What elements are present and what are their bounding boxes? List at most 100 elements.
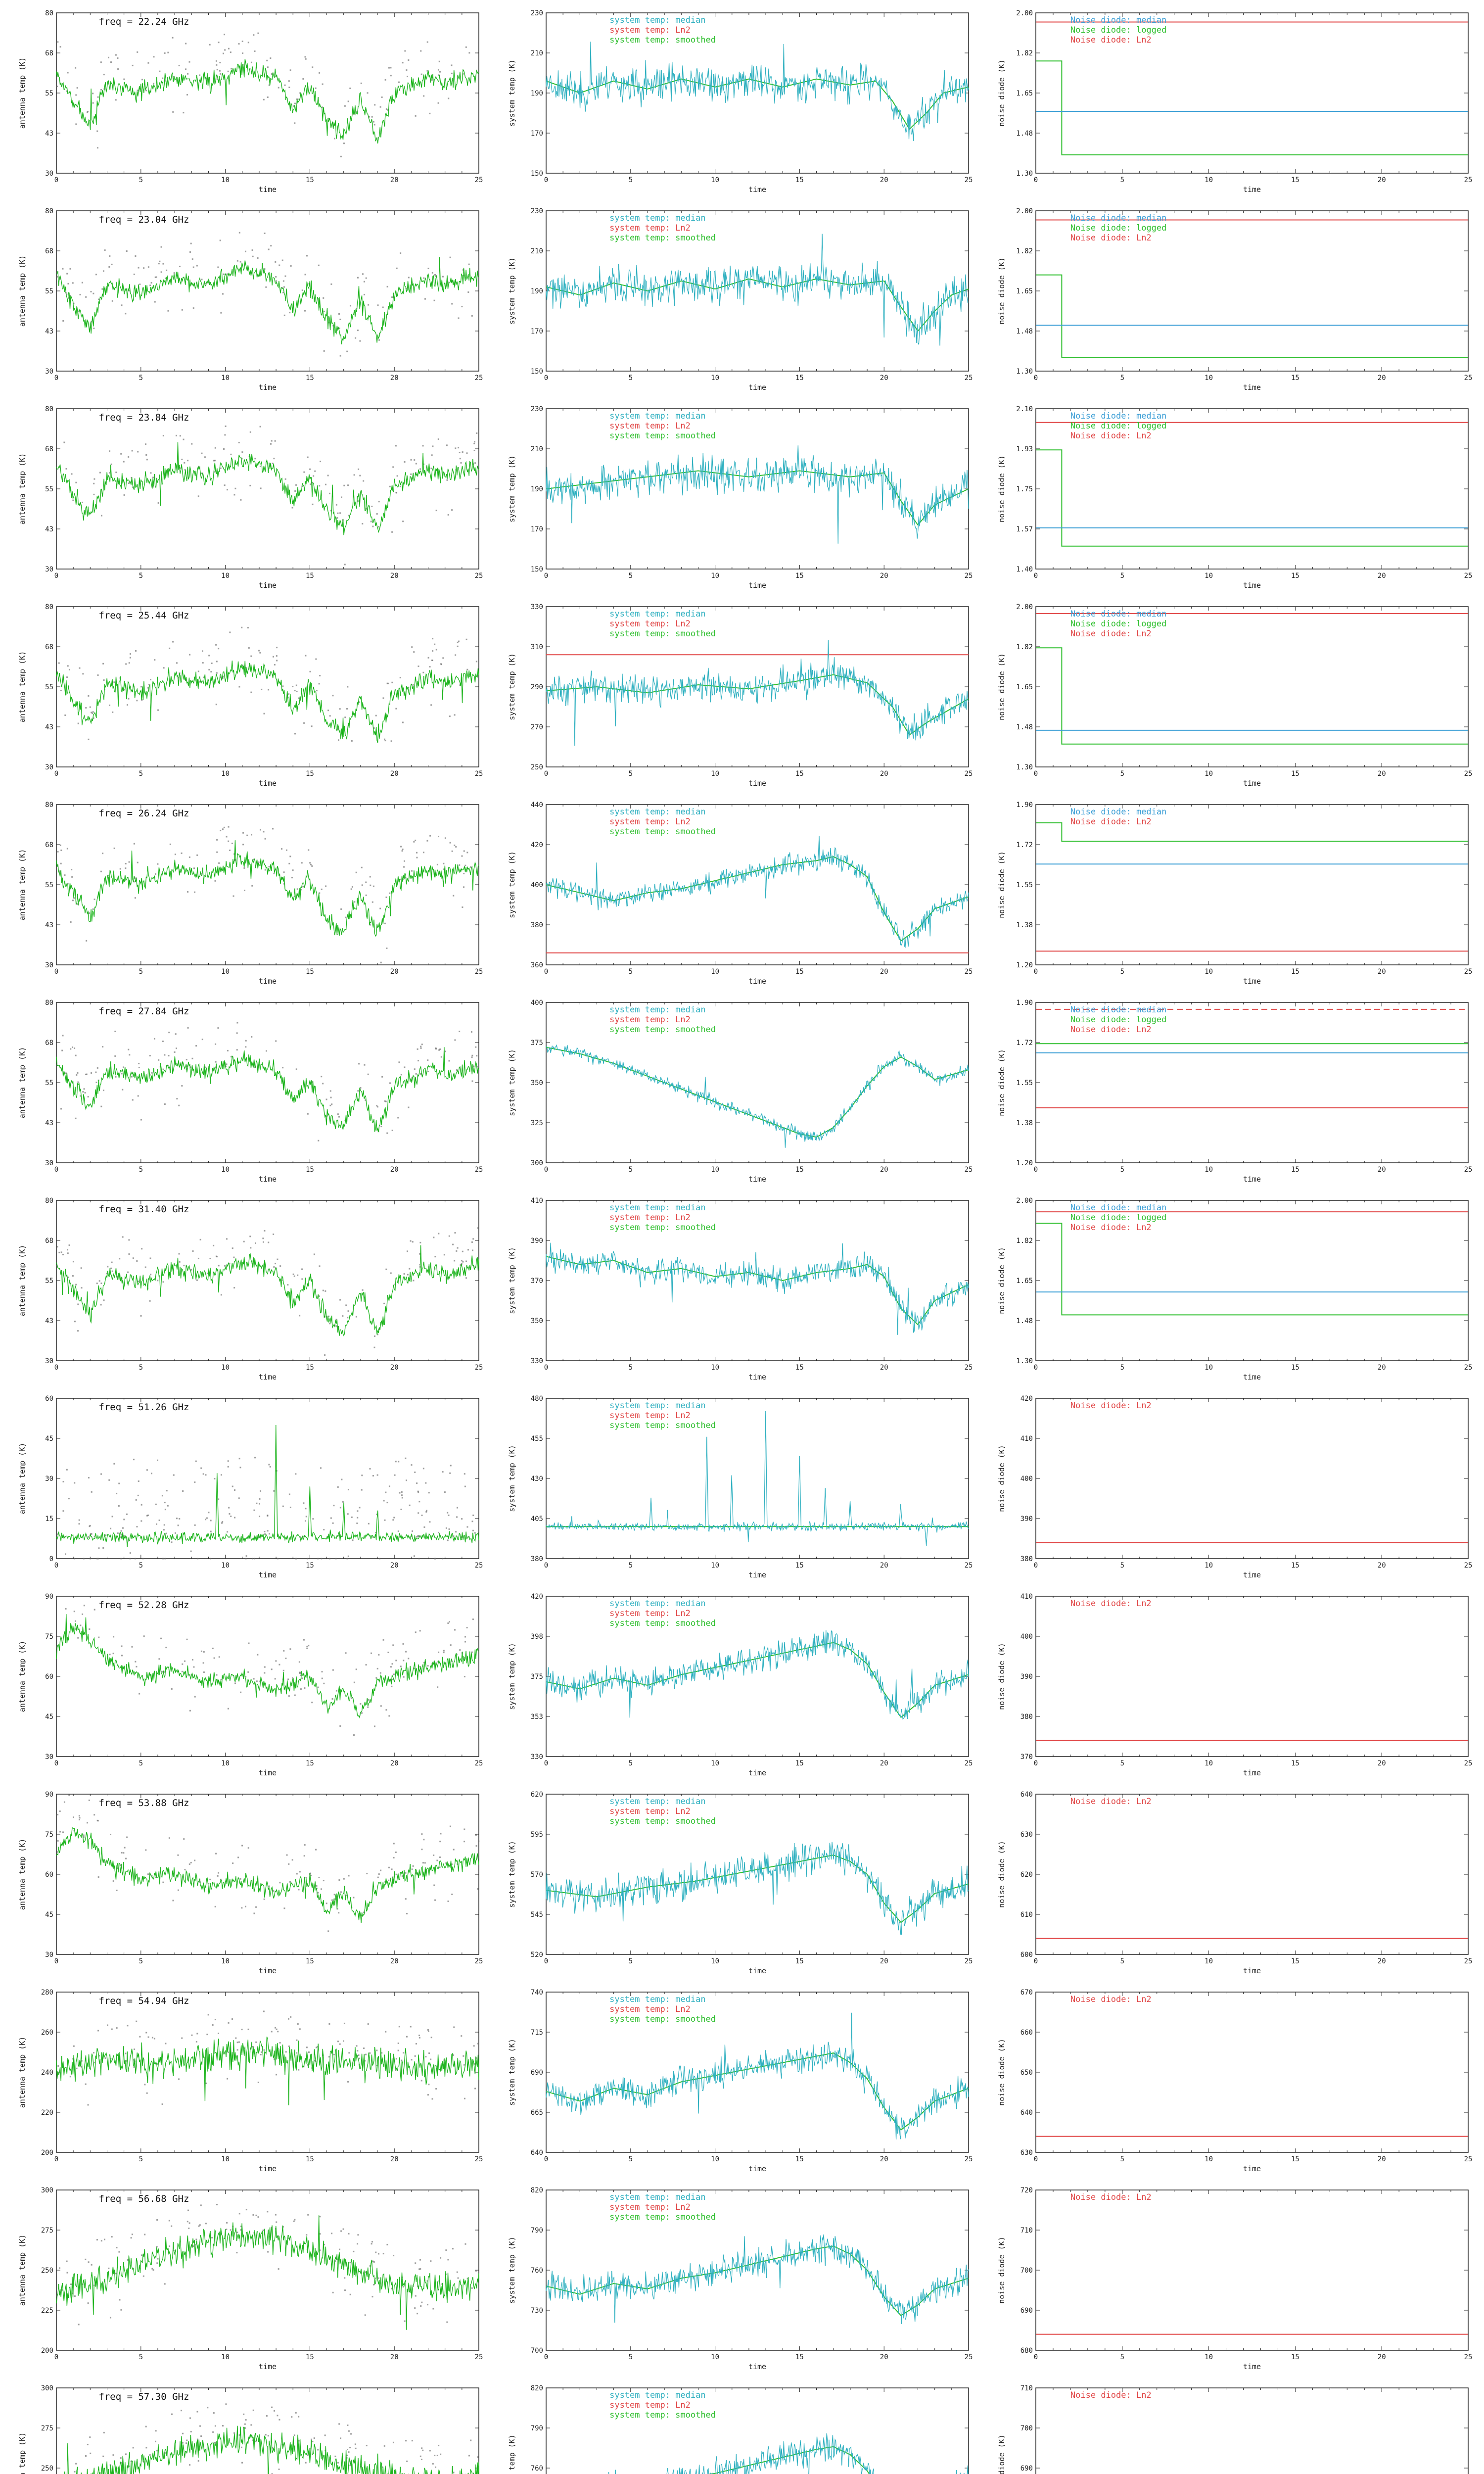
scatter-dot <box>339 355 341 357</box>
plot-frame <box>56 1200 479 1361</box>
scatter-dot <box>300 1688 302 1690</box>
scatter-dot <box>312 66 314 68</box>
scatter-dot <box>124 689 126 691</box>
scatter-dot <box>245 2209 247 2211</box>
scatter-dot <box>92 713 93 714</box>
scatter-dot <box>468 52 470 54</box>
scatter-dot <box>139 284 141 285</box>
x-tick-label: 20 <box>1378 1166 1386 1174</box>
scatter-dot <box>422 852 424 854</box>
scatter-dot <box>120 1530 122 1532</box>
x-tick-label: 20 <box>880 1562 888 1570</box>
scatter-dot <box>144 2234 146 2236</box>
scatter-dot <box>418 2037 420 2039</box>
scatter-dot <box>390 1666 392 1668</box>
plot-row-12: 0 5 10 15 20 25 200 225 250 275 300 antenna temp (K… <box>0 2177 1484 2375</box>
y-tick-label: 710 <box>1020 2227 1033 2235</box>
scatter-dot <box>134 1558 136 1560</box>
scatter-dot <box>205 2082 207 2084</box>
scatter-dot <box>367 2023 369 2025</box>
scatter-dot <box>59 278 61 280</box>
scatter-dot <box>362 273 364 275</box>
scatter-dot <box>373 2284 375 2285</box>
x-tick-label: 15 <box>795 770 804 778</box>
y-tick-label: 480 <box>531 1395 543 1403</box>
y-tick-label: 55 <box>45 287 53 295</box>
scatter-dot <box>189 654 191 656</box>
scatter-dot <box>430 2058 432 2060</box>
scatter-dot <box>407 286 409 288</box>
scatter-dot <box>337 512 339 514</box>
scatter-dot <box>80 1267 82 1269</box>
scatter-dot <box>438 1651 440 1653</box>
scatter-dot <box>349 2262 351 2264</box>
freq-label: freq = 53.88 GHz <box>98 1798 189 1808</box>
scatter-dot <box>93 2062 95 2064</box>
y-tick-label: 1.20 <box>1016 961 1033 969</box>
scatter-dot <box>254 458 256 460</box>
scatter-dot <box>415 463 417 465</box>
scatter-dot <box>397 1530 399 1532</box>
y-tick-label: 150 <box>531 368 543 376</box>
scatter-dot <box>349 87 351 89</box>
scatter-dot <box>379 106 381 108</box>
scatter-dot <box>385 1268 387 1270</box>
y-tick-label: 210 <box>531 49 543 57</box>
scatter-dot <box>181 459 183 461</box>
series-system-temp-median <box>546 836 969 949</box>
scatter-dot <box>317 1686 319 1688</box>
y-tick-label: 170 <box>531 130 543 138</box>
y-tick-label: 1.48 <box>1016 328 1033 335</box>
x-axis-label: time <box>1243 2164 1261 2173</box>
scatter-dot <box>238 441 240 443</box>
scatter-dot <box>395 1852 397 1854</box>
scatter-dot <box>60 1108 62 1110</box>
scatter-dot <box>67 283 69 285</box>
x-tick-label: 10 <box>221 2353 230 2361</box>
scatter-dot <box>415 2262 417 2264</box>
scatter-dot <box>452 1243 454 1245</box>
scatter-dot <box>59 844 61 846</box>
scatter-dot <box>201 452 203 454</box>
scatter-dot <box>155 276 157 278</box>
scatter-dot <box>267 66 269 68</box>
scatter-dot <box>205 1519 207 1521</box>
scatter-dot <box>353 1681 355 1683</box>
scatter-dot <box>403 1273 405 1275</box>
x-tick-label: 5 <box>629 2155 633 2163</box>
x-axis-label: time <box>259 2164 277 2173</box>
series-system-temp-smoothed <box>546 278 969 332</box>
freq-label: freq = 52.28 GHz <box>98 1600 189 1611</box>
scatter-dot <box>417 2313 418 2315</box>
scatter-dot <box>194 1481 196 1483</box>
scatter-dot <box>173 272 175 274</box>
scatter-dot <box>404 461 406 463</box>
scatter-dot <box>415 839 417 841</box>
scatter-dot <box>425 1511 427 1513</box>
scatter-dot <box>240 1691 242 1693</box>
scatter-dot <box>373 1346 375 1348</box>
scatter-dot <box>106 2024 108 2026</box>
x-tick-label: 15 <box>795 374 804 382</box>
scatter-dot <box>64 874 66 876</box>
y-tick-label: 80 <box>45 999 53 1007</box>
scatter-dot <box>96 1558 98 1560</box>
scatter-dot <box>117 1532 119 1534</box>
scatter-dot <box>312 503 314 505</box>
scatter-dot <box>471 1521 473 1522</box>
scatter-dot <box>251 249 253 251</box>
scatter-dot <box>132 64 134 66</box>
scatter-dot <box>462 906 464 908</box>
scatter-dot <box>389 892 391 894</box>
scatter-dot <box>417 666 419 667</box>
y-tick-label: 1.30 <box>1016 1357 1033 1365</box>
scatter-dot <box>448 1514 450 1516</box>
scatter-dot <box>415 1631 417 1633</box>
scatter-dot <box>311 1081 313 1083</box>
scatter-dot <box>372 121 374 123</box>
scatter-dot <box>306 1646 308 1648</box>
scatter-dot <box>63 441 65 443</box>
x-tick-label: 20 <box>390 572 399 580</box>
scatter-dot <box>378 339 380 341</box>
